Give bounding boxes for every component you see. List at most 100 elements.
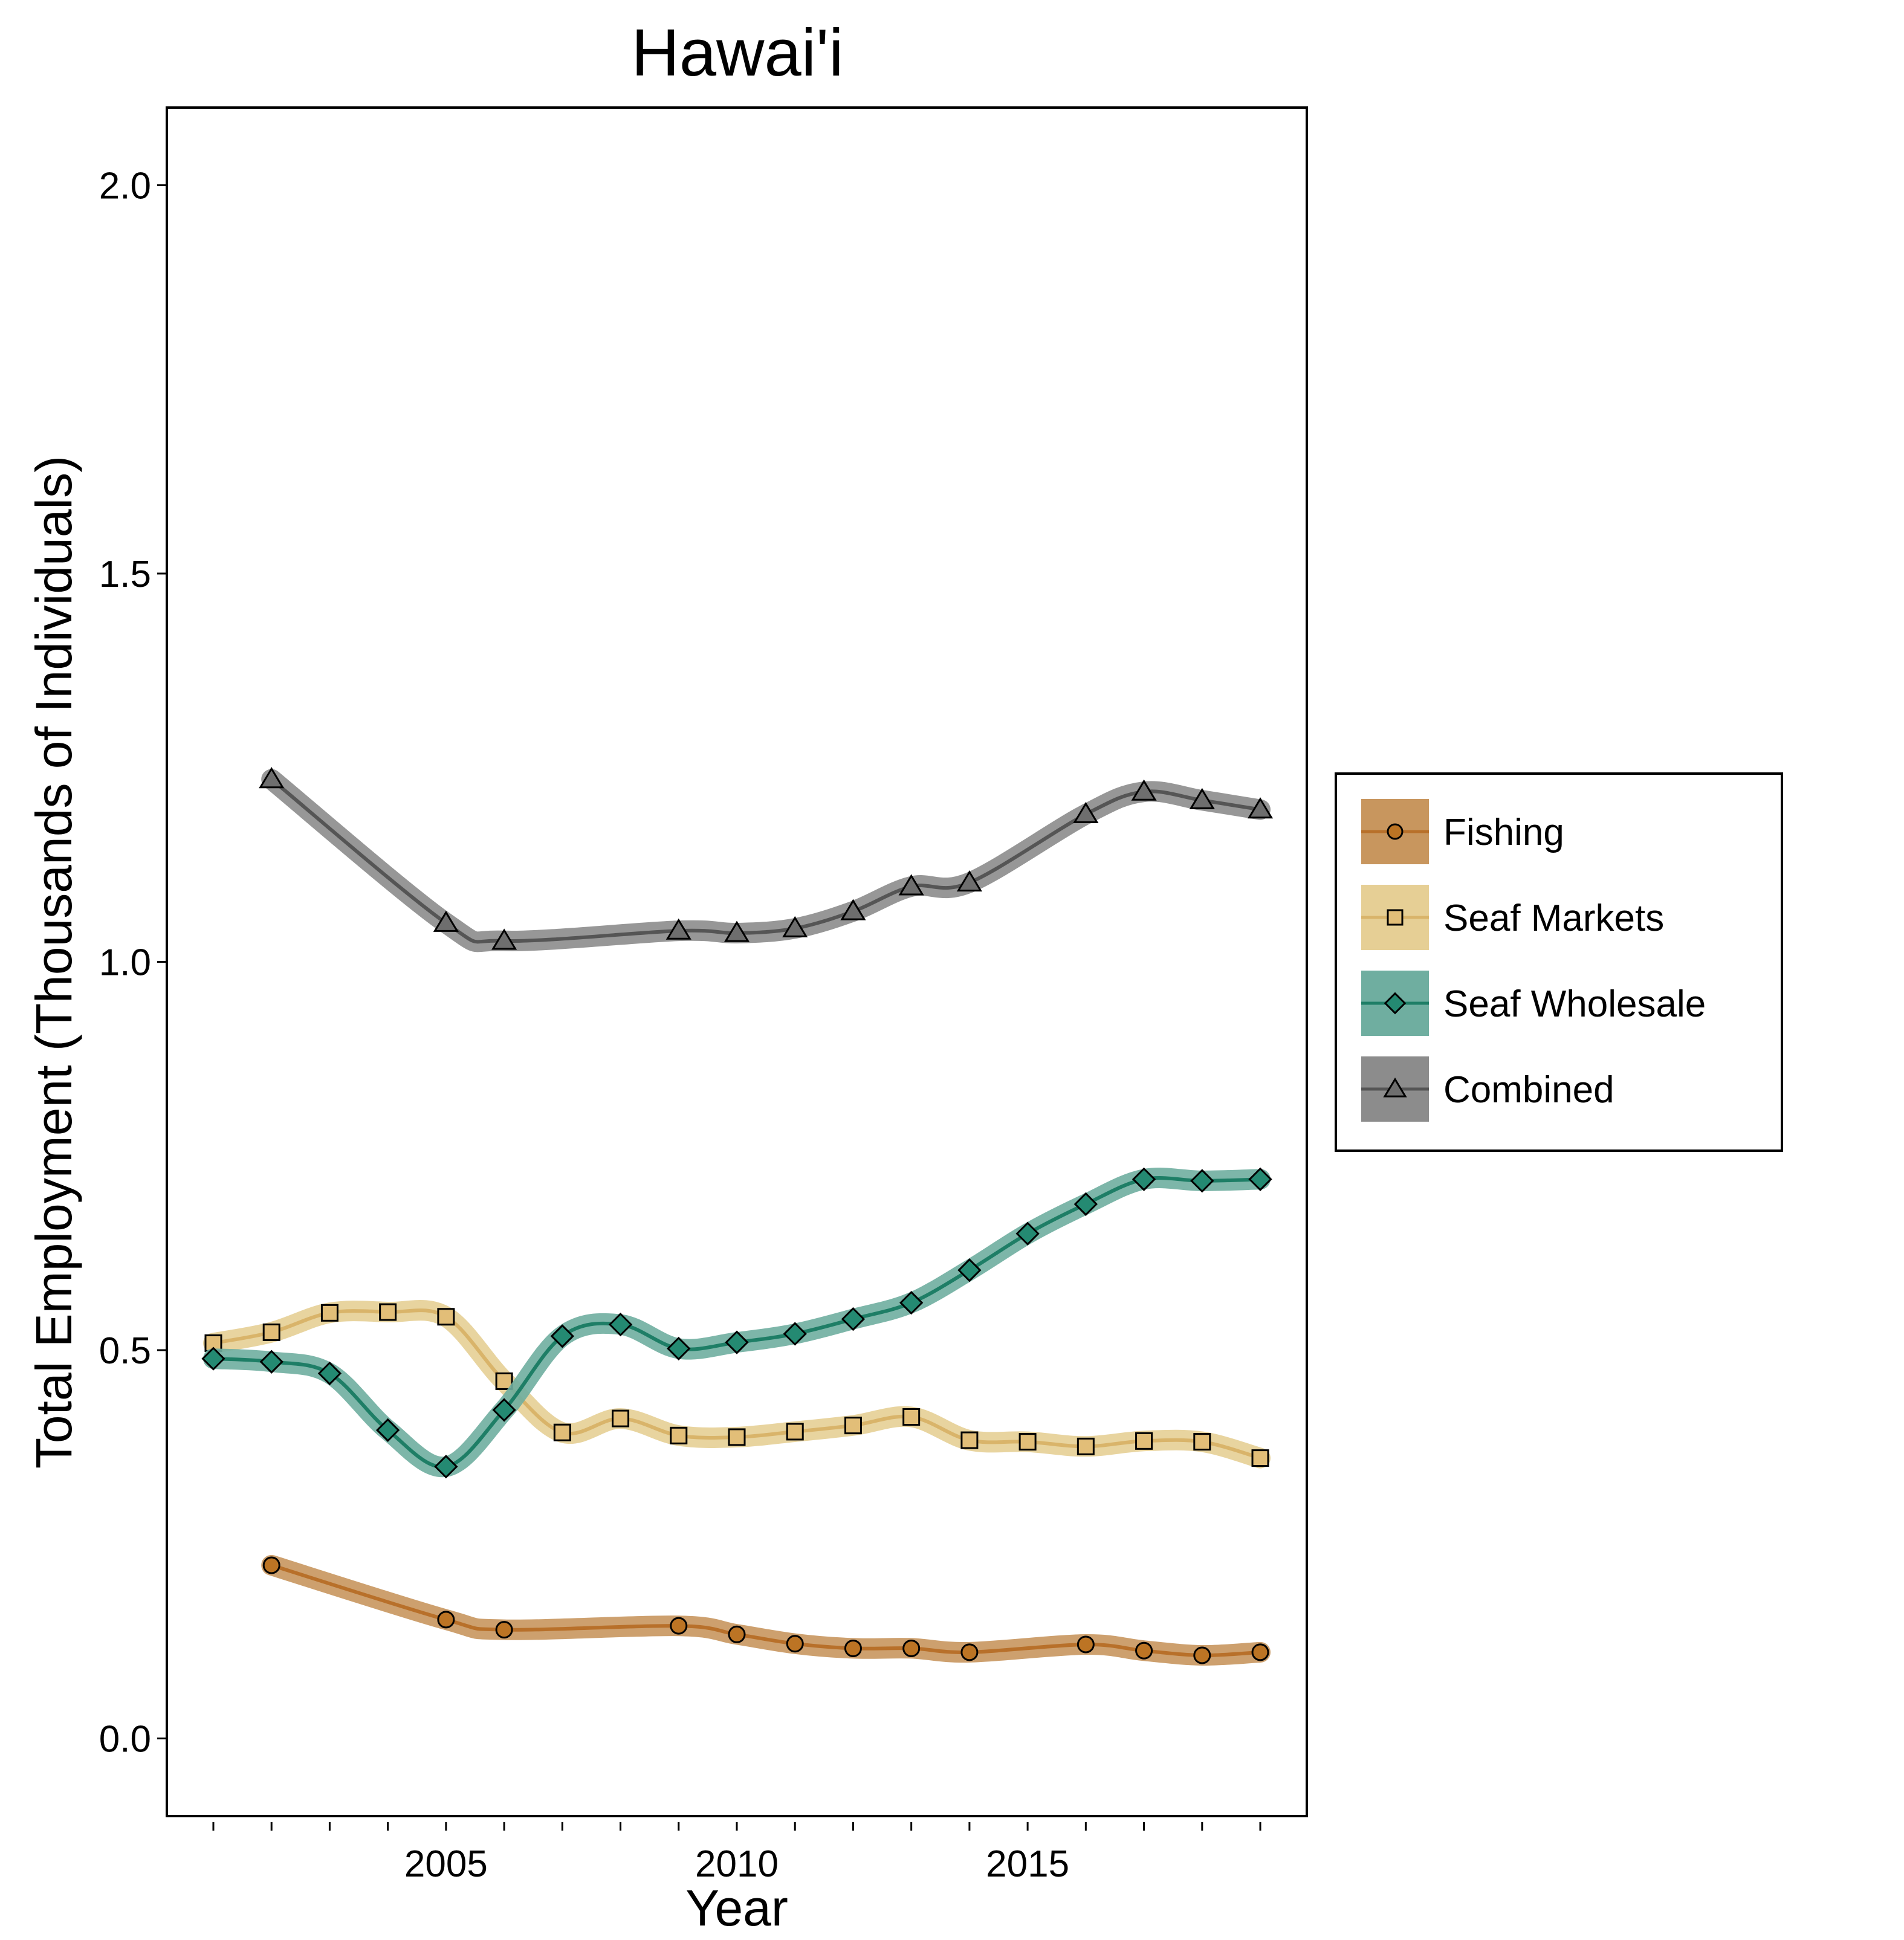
data-point (495, 1372, 513, 1390)
data-point (956, 870, 982, 892)
data-point (782, 916, 808, 937)
legend-item: Fishing (1361, 799, 1564, 864)
data-point (262, 1323, 280, 1341)
data-point (783, 1322, 807, 1346)
data-point (786, 1635, 804, 1653)
data-point (433, 910, 459, 932)
data-point (492, 1398, 516, 1422)
x-tick-label: 2005 (404, 1843, 488, 1885)
data-point (1077, 1635, 1095, 1654)
data-point (1131, 779, 1157, 801)
data-point (1073, 1192, 1098, 1217)
data-point (899, 1290, 924, 1315)
data-point (379, 1303, 397, 1321)
data-point (434, 1455, 458, 1479)
y-tick-label: 2.0 (99, 166, 151, 207)
data-point (1193, 1646, 1211, 1664)
legend-marker (1383, 1077, 1407, 1098)
legend-label: Combined (1443, 1069, 1614, 1111)
data-point (1077, 1437, 1095, 1455)
x-axis-title: Year (685, 1880, 788, 1936)
data-point (844, 1639, 862, 1657)
legend-marker (1387, 823, 1404, 840)
data-point (550, 1324, 574, 1348)
data-point (665, 918, 691, 940)
data-point (1248, 1167, 1272, 1191)
data-point (317, 1361, 342, 1386)
data-point (670, 1426, 688, 1444)
data-point (1132, 1167, 1156, 1191)
y-axis: 0.0 0.5 1.0 1.5 2.0 (99, 166, 167, 1761)
series-seaf-markets (203, 1300, 1271, 1469)
legend-marker (1384, 992, 1407, 1015)
y-axis-title: Total Employment (Thousands of Individua… (25, 456, 82, 1469)
data-point (902, 1408, 921, 1426)
legend-item: Combined (1361, 1056, 1614, 1122)
data-point (553, 1423, 571, 1441)
series-line (270, 1563, 1262, 1658)
legend-item: Seaf Wholesale (1361, 971, 1706, 1036)
x-tick-label: 2015 (986, 1843, 1069, 1885)
x-tick-label: 2010 (695, 1843, 779, 1885)
data-point (786, 1423, 804, 1441)
data-point (960, 1431, 979, 1449)
y-tick-label: 0.5 (99, 1330, 151, 1372)
data-point (375, 1418, 400, 1443)
data-point (437, 1308, 455, 1326)
data-point (1015, 1221, 1040, 1246)
data-point (259, 767, 285, 789)
confidence-band (261, 769, 1271, 952)
data-point (1251, 1643, 1269, 1661)
data-point (840, 899, 866, 920)
series-fishing (261, 1554, 1271, 1666)
data-point (957, 1258, 982, 1282)
data-point (670, 1617, 688, 1635)
plot-layers (201, 767, 1274, 1666)
data-point (1251, 1449, 1269, 1467)
legend-label: Seaf Wholesale (1443, 983, 1706, 1025)
legend-item: Seaf Markets (1361, 885, 1664, 950)
data-point (612, 1409, 630, 1428)
data-point (1193, 1433, 1211, 1451)
legend-marker (1387, 909, 1404, 926)
data-point (898, 874, 924, 896)
data-point (728, 1428, 746, 1446)
series-combined (259, 767, 1274, 952)
confidence-band (203, 1168, 1271, 1478)
data-point (1073, 801, 1099, 824)
data-point (1247, 797, 1274, 819)
data-point (495, 1621, 513, 1639)
data-point (1190, 1169, 1214, 1193)
legend-label: Seaf Markets (1443, 897, 1664, 939)
legend-items: Fishing Seaf Markets Seaf Wholesale Combine… (1361, 799, 1706, 1122)
data-point (728, 1625, 746, 1643)
data-point (608, 1312, 633, 1337)
data-point (1135, 1641, 1153, 1660)
data-point (1135, 1432, 1153, 1450)
data-point (1189, 787, 1215, 809)
x-axis: 2005 2010 2015 (212, 1822, 1261, 1885)
y-tick-label: 1.0 (99, 942, 151, 984)
data-point (902, 1639, 921, 1657)
data-point (259, 1350, 283, 1374)
y-tick-label: 0.0 (99, 1719, 151, 1761)
data-point (262, 1556, 280, 1574)
plot-frame (166, 106, 1308, 1817)
data-point (667, 1336, 691, 1361)
series-seaf-wholesale (201, 1167, 1272, 1479)
data-point (844, 1417, 862, 1435)
legend: Fishing Seaf Markets Seaf Wholesale Combine… (1335, 772, 1783, 1152)
data-point (960, 1643, 979, 1661)
data-point (725, 1330, 749, 1354)
data-point (841, 1307, 866, 1331)
series-line (270, 777, 1262, 944)
data-point (437, 1611, 455, 1629)
chart-title: Hawai'i (631, 16, 843, 90)
data-point (320, 1304, 338, 1322)
data-point (1018, 1433, 1037, 1451)
data-point (724, 920, 750, 942)
data-point (491, 928, 517, 950)
legend-label: Fishing (1443, 812, 1564, 853)
y-tick-label: 1.5 (99, 554, 151, 595)
